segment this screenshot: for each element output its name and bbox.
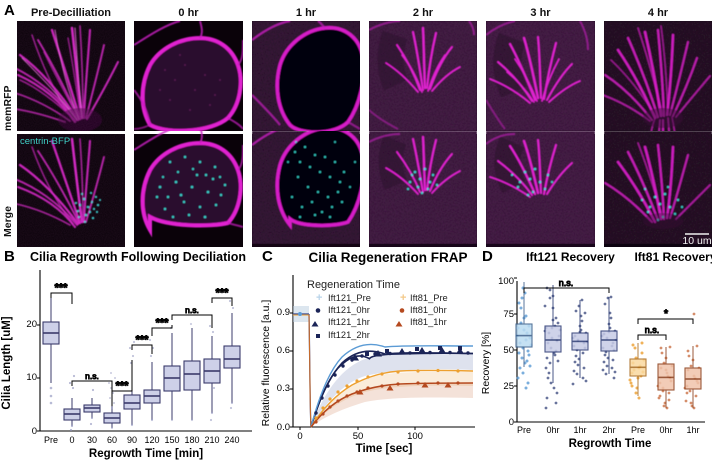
svg-text:+: + [316,292,322,304]
svg-text:Ift81_0hr: Ift81_0hr [410,305,447,315]
svg-text:1hr: 1hr [686,425,699,435]
svg-text:0hr: 0hr [659,425,672,435]
svg-text:120: 120 [144,435,159,445]
svg-text:n.s.: n.s. [645,325,660,335]
svg-text:Pre: Pre [517,425,531,435]
svg-text:0.6: 0.6 [277,345,290,356]
svg-text:n.s.: n.s. [185,305,199,315]
svg-text:0: 0 [297,431,302,442]
svg-text:0.0: 0.0 [277,422,290,433]
svg-text:1hr: 1hr [573,425,586,435]
svg-text:Regeneration Time: Regeneration Time [307,279,400,291]
svg-text:n.s.: n.s. [85,371,99,381]
svg-text:100: 100 [407,431,423,442]
svg-text:150: 150 [164,435,179,445]
svg-text:50: 50 [353,431,364,442]
svg-text:0.3: 0.3 [277,383,290,394]
svg-text:30: 30 [87,435,97,445]
svg-text:Time [sec]: Time [sec] [356,443,413,455]
svg-text:180: 180 [184,435,199,445]
svg-text:Regrowth Time: Regrowth Time [569,438,652,450]
svg-text:***: *** [136,334,150,346]
svg-text:60: 60 [107,435,117,445]
svg-text:10: 10 [26,372,37,383]
svg-text:240: 240 [224,435,239,445]
svg-text:Cilia Length [uM]: Cilia Length [uM] [1,316,13,409]
svg-text:0hr: 0hr [546,425,559,435]
svg-text:+: + [400,292,406,304]
svg-text:***: *** [156,317,170,329]
svg-text:10 um: 10 um [682,235,711,247]
svg-text:***: *** [116,380,130,392]
svg-text:Ift121_Pre: Ift121_Pre [328,293,371,303]
svg-text:Pre: Pre [44,435,58,445]
svg-text:Ift121_1hr: Ift121_1hr [328,317,370,327]
svg-text:90: 90 [127,435,137,445]
svg-text:*: * [664,308,669,320]
svg-text:75: 75 [503,309,514,320]
svg-text:0: 0 [509,417,514,428]
svg-text:Ift121_2hr: Ift121_2hr [328,330,370,340]
svg-text:100: 100 [498,276,514,287]
svg-text:0: 0 [32,426,37,437]
svg-text:Regrowth Time [min]: Regrowth Time [min] [89,448,203,460]
svg-text:***: *** [216,287,230,299]
svg-text:Recovery [%]: Recovery [%] [480,332,492,395]
svg-text:Ift81_Pre: Ift81_Pre [410,293,448,303]
svg-text:n.s.: n.s. [559,278,574,288]
svg-text:0: 0 [69,435,74,445]
svg-text:20: 20 [26,319,37,330]
svg-text:210: 210 [204,435,219,445]
svg-text:0.9: 0.9 [277,307,290,318]
svg-text:centrin-BFP: centrin-BFP [20,136,70,147]
svg-text:Pre: Pre [631,425,645,435]
svg-text:50: 50 [503,345,514,356]
svg-text:25: 25 [503,381,514,392]
svg-text:2hr: 2hr [602,425,615,435]
svg-text:Ift81_1hr: Ift81_1hr [410,317,447,327]
svg-text:Ift121_0hr: Ift121_0hr [328,305,370,315]
svg-text:***: *** [55,282,69,294]
svg-text:Relative fluorescence [a.u.]: Relative fluorescence [a.u.] [260,300,272,427]
